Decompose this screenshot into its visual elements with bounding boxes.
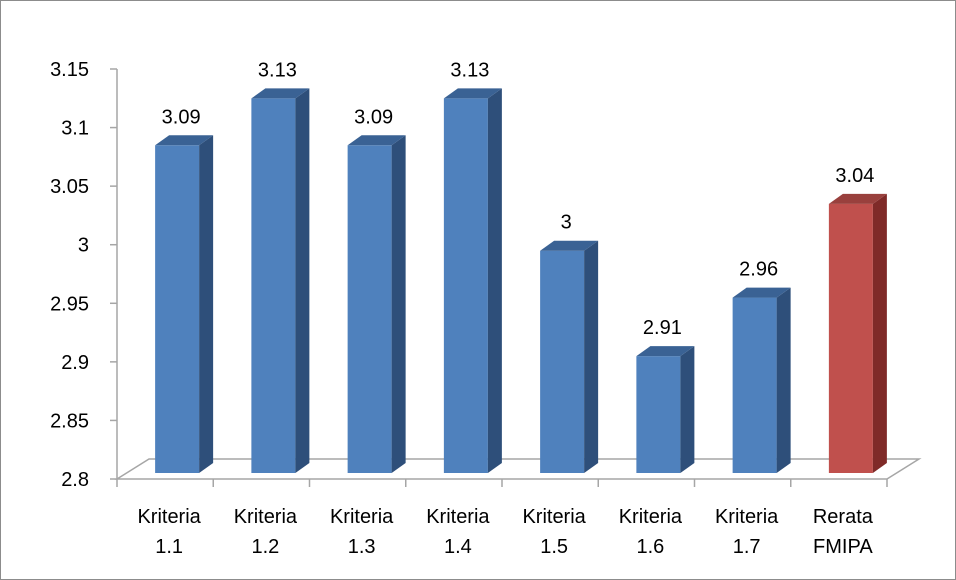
bar-top-face: [636, 346, 695, 357]
bar: [155, 135, 214, 474]
y-tick-label: 3.15: [50, 59, 89, 81]
bar-side-face: [680, 346, 695, 473]
category-label: Kriteria: [137, 506, 201, 528]
y-tick-label: 3.1: [61, 118, 89, 140]
bar: [828, 193, 887, 473]
category-label: Kriteria: [330, 506, 394, 528]
category-label: 1.4: [444, 536, 472, 558]
data-label: 2.96: [739, 259, 778, 281]
chart-floor: [114, 458, 922, 480]
category-label: 1.5: [540, 536, 568, 558]
category-label: Rerata: [813, 506, 874, 528]
category-label: 1.2: [251, 536, 279, 558]
floor-outline: [114, 458, 922, 480]
bar-front-face: [443, 98, 488, 473]
data-label: 3.09: [354, 106, 393, 128]
bar-top-face: [155, 135, 214, 146]
bar-side-face: [584, 240, 599, 473]
data-labels: 3.09 3.13 3.09 3.13 3 2.91 2.96 3.04: [162, 59, 875, 339]
bar-side-face: [487, 88, 502, 473]
y-tick-label: 2.85: [50, 410, 89, 432]
bar-top-face: [732, 287, 791, 298]
category-label: Kriteria: [522, 506, 586, 528]
category-label: Kriteria: [234, 506, 298, 528]
category-label: 1.7: [733, 536, 761, 558]
bar: [732, 287, 791, 473]
bar-top-face: [347, 135, 406, 146]
bar-series: [155, 88, 887, 474]
y-tick-label: 3.05: [50, 176, 89, 198]
y-tick-label: 2.95: [50, 293, 89, 315]
bar-top-face: [540, 240, 599, 251]
data-label: 2.91: [643, 317, 682, 339]
bar-front-face: [347, 145, 392, 474]
category-label: Kriteria: [426, 506, 490, 528]
data-label: 3.13: [450, 59, 489, 81]
bar: [443, 88, 502, 473]
bar-side-face: [199, 135, 214, 474]
data-label: 3.04: [835, 165, 874, 187]
x-axis-categories: Kriteria 1.1 Kriteria 1.2 Kriteria 1.3 Kriteri…: [137, 506, 873, 558]
y-tick-label: 2.9: [61, 352, 89, 374]
category-label: Kriteria: [715, 506, 779, 528]
y-axis: 2.8 2.85 2.9 2.95 3 3.05 3.1 3.15: [50, 59, 888, 491]
bar: [251, 88, 310, 473]
bar-top-face: [251, 88, 310, 99]
bar-top-face: [828, 193, 887, 204]
bar-side-face: [391, 135, 406, 474]
bar-top-face: [443, 88, 502, 99]
bar-front-face: [251, 98, 296, 473]
data-label: 3.13: [258, 59, 297, 81]
bar-front-face: [155, 145, 200, 474]
y-tick-label: 3: [78, 235, 89, 257]
bar-front-face: [828, 203, 873, 473]
data-label: 3: [561, 212, 572, 234]
bar-front-face: [540, 250, 585, 473]
category-label: Kriteria: [619, 506, 683, 528]
bar: [540, 240, 599, 473]
bar-front-face: [636, 356, 681, 473]
bar-side-face: [872, 193, 887, 473]
category-label: 1.6: [636, 536, 664, 558]
bar-front-face: [732, 297, 777, 473]
category-label: 1.3: [348, 536, 376, 558]
category-label: 1.1: [155, 536, 183, 558]
category-label: FMIPA: [813, 536, 873, 558]
bar: [347, 135, 406, 474]
data-label: 3.09: [162, 106, 201, 128]
bar: [636, 346, 695, 473]
bar-side-face: [776, 287, 791, 473]
y-tick-label: 2.8: [61, 469, 89, 491]
bar-side-face: [295, 88, 310, 473]
